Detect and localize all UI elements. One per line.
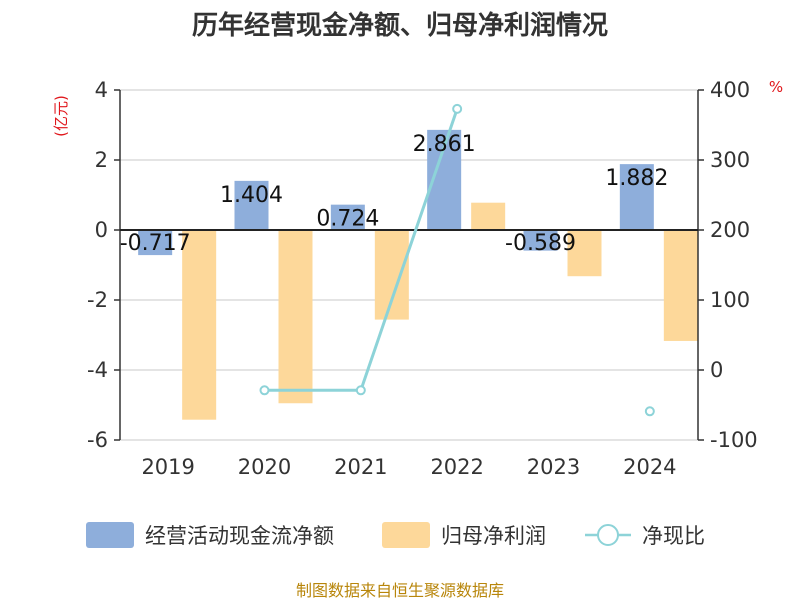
data-labels: -0.717 1.404 0.724 2.861 -0.589 1.882 [120, 132, 669, 256]
bar-profit [374, 230, 409, 320]
axes [119, 90, 699, 440]
bar-value-label: 2.861 [413, 132, 476, 157]
left-tick-label: -6 [87, 428, 108, 452]
bar-cashflow [330, 204, 365, 230]
legend-marker-ratio [597, 524, 619, 546]
legend-swatch-cashflow [86, 522, 134, 548]
bar-profit [471, 202, 506, 230]
ratio-line [259, 103, 655, 417]
left-tick-label: 2 [95, 148, 108, 172]
right-tick-label: 0 [710, 358, 723, 382]
legend-swatch-profit [382, 522, 430, 548]
bar-value-label: -0.717 [120, 231, 191, 256]
bar-cashflow [619, 164, 654, 230]
legend-item-ratio[interactable]: 净现比 [585, 524, 705, 548]
right-tick-label: 100 [710, 288, 750, 312]
bars [138, 129, 698, 420]
right-tick-label: 400 [710, 78, 750, 102]
bar-cashflow [523, 230, 558, 251]
bar-value-label: 1.882 [605, 166, 668, 191]
grid-lines [120, 89, 698, 441]
bar-cashflow [138, 230, 173, 256]
bar-cashflow [234, 180, 269, 230]
legend-item-cashflow[interactable]: 经营活动现金流净额 [86, 522, 334, 548]
x-tick-label: 2023 [527, 455, 580, 479]
x-axis-ticks: 2019 2020 2021 2022 2023 2024 [141, 455, 676, 479]
bar-profit [278, 230, 313, 404]
left-tick-label: -4 [87, 358, 108, 382]
x-tick-label: 2024 [623, 455, 676, 479]
x-tick-label: 2022 [430, 455, 483, 479]
right-tick-label: 300 [710, 148, 750, 172]
left-tick-label: 0 [95, 218, 108, 242]
left-tick-label: 4 [95, 78, 108, 102]
left-tick-label: -2 [87, 288, 108, 312]
legend-item-profit[interactable]: 归母净利润 [382, 522, 546, 548]
chart-title: 历年经营现金净额、归母净利润情况 [192, 10, 608, 41]
bar-value-label: -0.589 [505, 231, 576, 256]
x-tick-label: 2019 [141, 455, 194, 479]
bar-profit [663, 230, 698, 341]
ratio-point [355, 385, 366, 396]
legend-label-ratio: 净现比 [642, 524, 705, 548]
ratio-line-segment [359, 107, 459, 392]
ratio-point [452, 103, 463, 114]
bar-value-label: 1.404 [220, 183, 283, 208]
x-tick-label: 2021 [334, 455, 387, 479]
ratio-point [259, 385, 270, 396]
legend: 经营活动现金流净额 归母净利润 净现比 [86, 522, 705, 548]
source-note: 制图数据来自恒生聚源数据库 [296, 581, 504, 600]
bar-profit [567, 230, 602, 277]
legend-label-profit: 归母净利润 [441, 524, 546, 548]
bar-profit [182, 230, 217, 420]
left-axis-unit: (亿元) [52, 95, 70, 137]
x-tick-label: 2020 [238, 455, 291, 479]
right-tick-label: 200 [710, 218, 750, 242]
right-axis-unit: % [769, 78, 783, 96]
bar-value-label: 0.724 [316, 207, 379, 232]
ratio-point [644, 406, 655, 417]
left-axis-ticks: 4 2 0 -2 -4 -6 [87, 78, 120, 452]
right-tick-label: -100 [710, 428, 758, 452]
legend-label-cashflow: 经营活动现金流净额 [145, 524, 334, 548]
right-axis-ticks: 400 300 200 100 0 -100 [698, 78, 758, 452]
